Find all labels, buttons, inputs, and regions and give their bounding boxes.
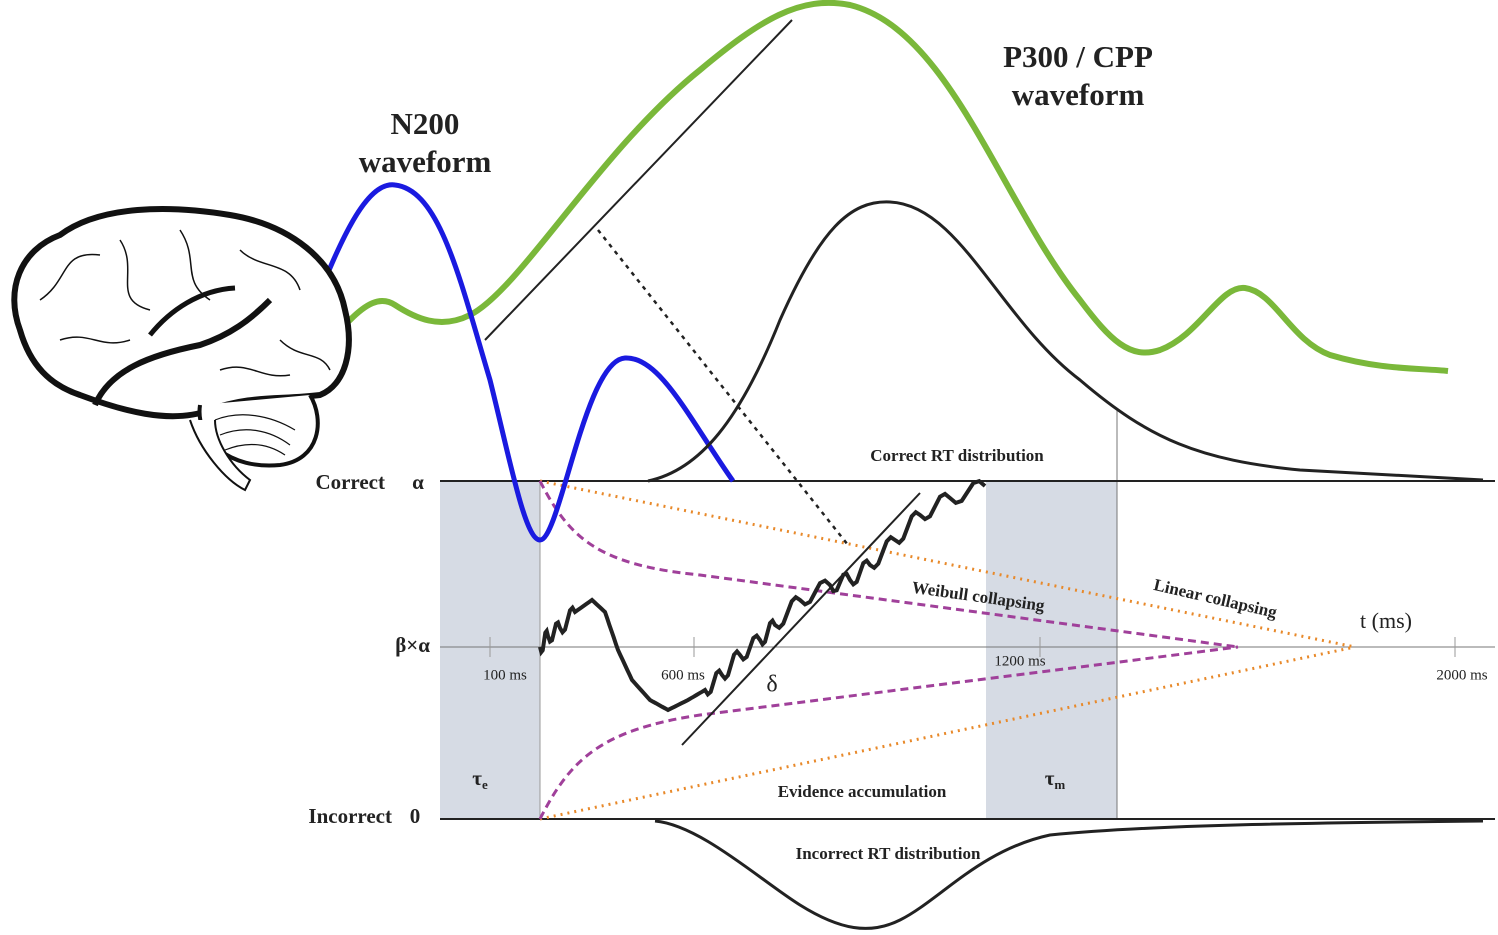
correct-rt-curve xyxy=(647,200,1484,483)
annotation: Linear collapsing xyxy=(1152,575,1279,622)
evidence-path xyxy=(538,478,987,713)
weibull-bounds xyxy=(538,480,1239,820)
distribution-label: Incorrect RT distribution xyxy=(796,844,981,863)
waveform-title: N200 xyxy=(391,106,460,141)
boundary-label: Correct xyxy=(315,470,385,494)
tick-label: 1200 ms xyxy=(994,653,1045,669)
slope-line xyxy=(484,19,793,341)
brain xyxy=(11,206,352,492)
symbol: τ xyxy=(1045,766,1055,790)
motor-band xyxy=(986,481,1117,819)
p300-waveform xyxy=(252,0,1449,374)
waveform-title: waveform xyxy=(1012,77,1145,112)
ticks xyxy=(489,637,1456,657)
boundary-symbol: β×α xyxy=(395,633,430,657)
subscript: e xyxy=(482,777,488,792)
boundary-symbol: α xyxy=(412,470,424,494)
axis-label: t (ms) xyxy=(1360,608,1412,633)
tick-label: 600 ms xyxy=(661,667,705,683)
distribution-label: Correct RT distribution xyxy=(870,446,1044,465)
tick-label: 2000 ms xyxy=(1436,667,1487,683)
motor-symbol: τm xyxy=(1045,766,1066,792)
drift-line xyxy=(681,492,921,746)
annotation: Evidence accumulation xyxy=(778,782,947,801)
incorrect-rt-curve xyxy=(654,819,1484,930)
waveform-title: P300 / CPP xyxy=(1003,39,1153,74)
n200-waveform xyxy=(299,182,736,543)
waveform-title: waveform xyxy=(359,144,492,179)
boundary-label: Incorrect xyxy=(308,804,392,828)
encoding-symbol: τe xyxy=(472,766,488,792)
linear-bounds xyxy=(539,479,1356,821)
tick-label: 100 ms xyxy=(483,667,527,683)
drift-symbol: δ xyxy=(766,672,777,698)
subscript: m xyxy=(1054,777,1065,792)
projection xyxy=(597,229,849,546)
boundary-symbol: 0 xyxy=(410,804,421,828)
symbol: τ xyxy=(472,766,482,790)
